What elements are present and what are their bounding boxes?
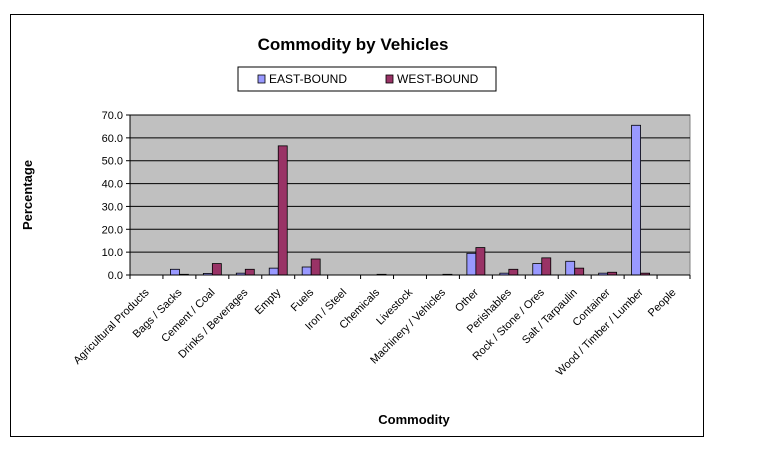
legend: EAST-BOUND WEST-BOUND (237, 66, 497, 92)
bar-west-5 (310, 258, 321, 276)
bar-east-1 (170, 268, 180, 276)
bar-west-12 (541, 257, 552, 276)
bar-east-10 (466, 252, 477, 276)
x-axis-label: Commodity (378, 412, 450, 427)
bar-west-13 (574, 267, 585, 276)
bar-west-11 (508, 268, 519, 276)
bar-east-15 (631, 124, 641, 276)
plot-area (129, 114, 691, 276)
legend-swatch-east (257, 74, 266, 84)
bar-east-4 (268, 267, 279, 276)
y-tick-label: 60.0 (102, 133, 123, 145)
y-axis-label: Percentage (20, 160, 35, 230)
plot-background (129, 114, 691, 276)
bar-west-10 (475, 247, 486, 276)
y-axis: 0.0 10.0 20.0 30.0 40.0 50.0 60.0 70.0 (102, 110, 131, 282)
bar-east-12 (532, 263, 543, 276)
y-tick-label: 0.0 (108, 270, 123, 282)
y-tick-label: 40.0 (102, 179, 123, 191)
y-tick-label: 30.0 (102, 201, 123, 213)
legend-swatch-west (385, 74, 394, 84)
bar-west-2 (211, 263, 222, 276)
y-tick-label: 50.0 (102, 156, 123, 168)
x-tick-label: Empty (253, 286, 284, 317)
legend-label-west: WEST-BOUND (397, 72, 479, 86)
x-tick-label: People (646, 287, 679, 320)
x-tick-label: Other (453, 286, 481, 314)
bar-east-13 (565, 260, 576, 276)
chart-title: Commodity by Vehicles (258, 35, 449, 54)
bar-east-5 (301, 266, 312, 276)
legend-box (237, 66, 497, 92)
bar-west-4 (277, 145, 288, 276)
bar-west-3 (244, 268, 255, 276)
y-tick-label: 20.0 (102, 224, 123, 236)
x-tick-label: Fuels (289, 286, 317, 314)
y-tick-label: 70.0 (102, 110, 123, 122)
y-tick-label: 10.0 (102, 247, 123, 259)
legend-label-east: EAST-BOUND (269, 72, 347, 86)
